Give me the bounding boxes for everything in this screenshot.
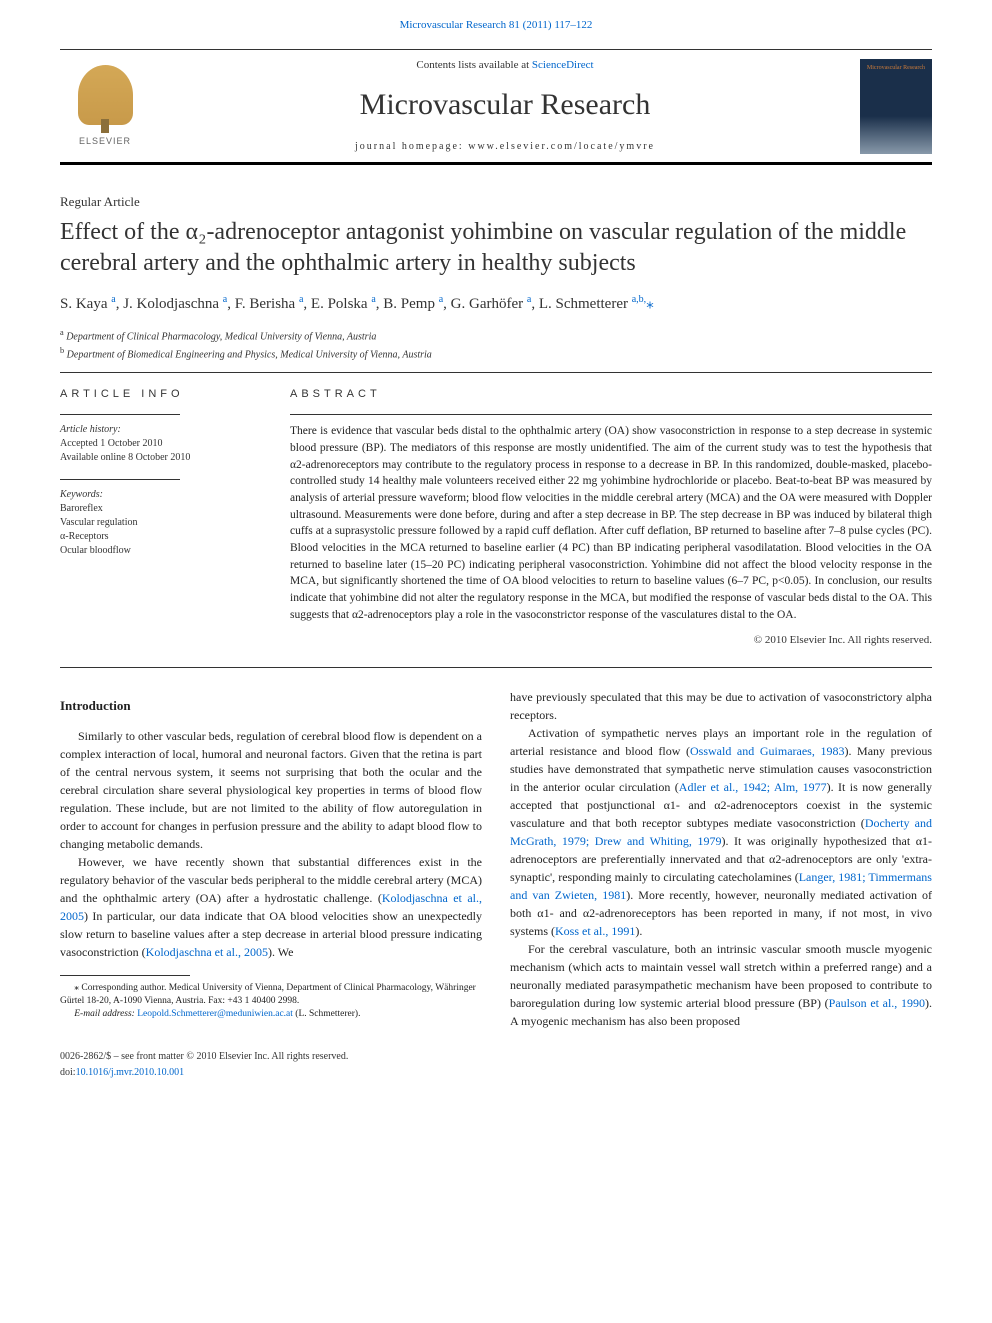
elsevier-tree-icon: [78, 65, 133, 125]
email-footnote: E-mail address: Leopold.Schmetterer@medu…: [60, 1008, 482, 1021]
body-paragraph: Similarly to other vascular beds, regula…: [60, 727, 482, 853]
keyword: α-Receptors: [60, 530, 260, 544]
citation-link[interactable]: Kolodjaschna et al., 2005: [146, 945, 268, 959]
body-paragraph: Activation of sympathetic nerves plays a…: [510, 724, 932, 940]
publisher-name: ELSEVIER: [79, 135, 131, 148]
history-label: Article history:: [60, 423, 260, 437]
divider: [60, 372, 932, 373]
elsevier-logo: ELSEVIER: [60, 59, 150, 154]
info-divider: [60, 414, 180, 415]
keywords-label: Keywords:: [60, 488, 260, 502]
sciencedirect-link[interactable]: ScienceDirect: [532, 59, 594, 71]
footnote-divider: [60, 975, 190, 976]
journal-header: ELSEVIER Contents lists available at Sci…: [60, 49, 932, 164]
abstract-column: ABSTRACT There is evidence that vascular…: [290, 387, 932, 649]
citation-link[interactable]: Paulson et al., 1990: [829, 996, 925, 1010]
abstract-divider: [290, 414, 932, 415]
body-paragraph: For the cerebral vasculature, both an in…: [510, 940, 932, 1030]
article-info-column: ARTICLE INFO Article history: Accepted 1…: [60, 387, 260, 649]
article-body: Introduction Similarly to other vascular…: [60, 688, 932, 1030]
article-type-label: Regular Article: [60, 193, 932, 211]
article-info-heading: ARTICLE INFO: [60, 387, 260, 402]
info-divider: [60, 479, 180, 480]
body-paragraph: However, we have recently shown that sub…: [60, 853, 482, 961]
keyword: Baroreflex: [60, 502, 260, 516]
keyword: Ocular bloodflow: [60, 544, 260, 558]
copyright-line: © 2010 Elsevier Inc. All rights reserved…: [290, 633, 932, 648]
journal-homepage-line: journal homepage: www.elsevier.com/locat…: [150, 140, 860, 154]
journal-cover-thumbnail: Microvascular Research: [860, 59, 932, 154]
online-date: Available online 8 October 2010: [60, 451, 260, 465]
keyword: Vascular regulation: [60, 516, 260, 530]
affiliations: a Department of Clinical Pharmacology, M…: [60, 327, 932, 362]
journal-title: Microvascular Research: [150, 84, 860, 126]
journal-homepage-url[interactable]: www.elsevier.com/locate/ymvre: [468, 141, 655, 152]
citation-link[interactable]: Osswald and Guimaraes, 1983: [690, 744, 844, 758]
author-list: S. Kaya a, J. Kolodjaschna a, F. Berisha…: [60, 293, 932, 315]
doi-line: doi:10.1016/j.mvr.2010.10.001: [60, 1066, 932, 1080]
issn-line: 0026-2862/$ – see front matter © 2010 El…: [60, 1050, 932, 1064]
doi-link[interactable]: 10.1016/j.mvr.2010.10.001: [76, 1067, 185, 1078]
email-link[interactable]: Leopold.Schmetterer@meduniwien.ac.at: [137, 1009, 293, 1019]
affiliation-a: Department of Clinical Pharmacology, Med…: [66, 332, 376, 343]
corresponding-author-footnote: ⁎ Corresponding author. Medical Universi…: [60, 982, 482, 1008]
abstract-text: There is evidence that vascular beds dis…: [290, 423, 932, 623]
divider: [60, 667, 932, 668]
body-paragraph: have previously speculated that this may…: [510, 688, 932, 724]
citation-link[interactable]: Koss et al., 1991: [555, 924, 635, 938]
accepted-date: Accepted 1 October 2010: [60, 437, 260, 451]
citation-link[interactable]: Adler et al., 1942; Alm, 1977: [679, 780, 827, 794]
abstract-heading: ABSTRACT: [290, 387, 932, 402]
affiliation-b: Department of Biomedical Engineering and…: [67, 349, 432, 360]
journal-citation-link[interactable]: Microvascular Research 81 (2011) 117–122: [0, 0, 992, 41]
introduction-heading: Introduction: [60, 696, 482, 716]
contents-available-line: Contents lists available at ScienceDirec…: [150, 58, 860, 73]
article-title: Effect of the α₂-adrenoceptor antagonist…: [60, 217, 932, 279]
